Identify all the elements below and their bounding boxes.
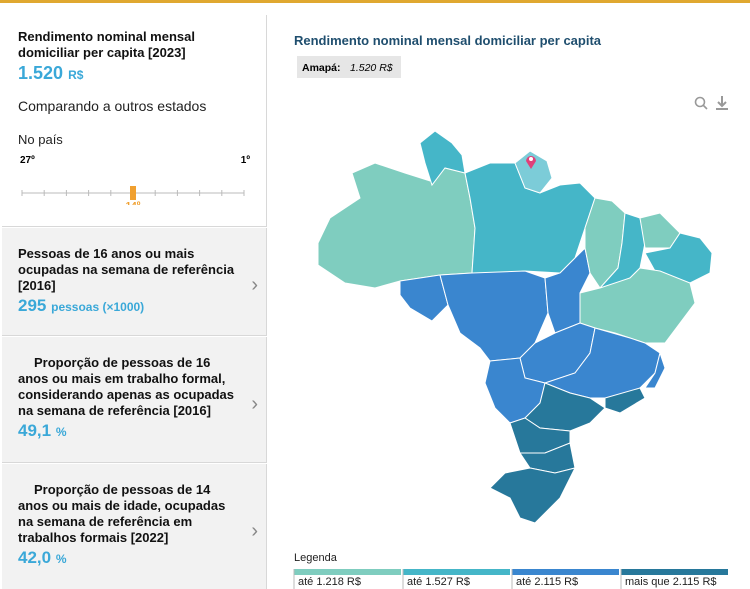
legend-swatch: [621, 569, 728, 575]
rank-marker: [130, 186, 136, 200]
state[interactable]: [489, 467, 576, 524]
legend: até 1.218 R$ até 1.527 R$ até 2.115 R$ mais…: [293, 569, 728, 589]
card-value: 42,0: [18, 548, 52, 567]
state[interactable]: [464, 162, 596, 276]
card-value: 295: [18, 296, 47, 315]
scope-label: No país: [18, 132, 63, 147]
indicator-card[interactable]: Pessoas de 16 anos ou mais ocupadas na s…: [2, 228, 267, 336]
chevron: ›: [251, 520, 258, 542]
legend-swatch: [294, 569, 401, 575]
state[interactable]: [644, 351, 666, 389]
state[interactable]: [579, 267, 696, 344]
card-unit: pessoas (×1000): [51, 300, 145, 314]
card-value-row: 49,1 %: [18, 421, 250, 441]
main-unit: R$: [68, 68, 84, 82]
main-value: 1.520: [18, 63, 64, 83]
state[interactable]: [419, 130, 466, 187]
tooltip-value: 1.520 R$: [350, 62, 393, 74]
location-pin: [526, 156, 536, 169]
state[interactable]: [604, 387, 646, 414]
chevron: ›: [251, 274, 258, 296]
main-value-row: 1.520 R$: [18, 63, 250, 84]
state[interactable]: [584, 197, 626, 289]
state[interactable]: [509, 417, 571, 454]
legend-swatch: [512, 569, 619, 575]
state[interactable]: [598, 212, 646, 289]
compare-label: Comparando a outros estados: [18, 98, 207, 114]
chevron: ›: [251, 393, 258, 415]
state[interactable]: [544, 246, 591, 334]
state[interactable]: [644, 232, 713, 284]
state[interactable]: [439, 270, 549, 362]
state[interactable]: [639, 212, 681, 249]
card-value-row: 42,0 %: [18, 548, 250, 568]
card-unit: %: [55, 425, 67, 439]
zoom-icon[interactable]: [694, 96, 708, 110]
card-title: Proporção de pessoas de 14 anos ou mais …: [18, 482, 226, 545]
download-icon[interactable]: [716, 96, 728, 110]
rank-start: 27º: [20, 155, 35, 166]
rank-position: 14º: [126, 201, 141, 205]
rank-end: 1º: [241, 155, 251, 166]
rank-slider: 27º 1º 14º: [20, 155, 251, 205]
card-unit: %: [55, 552, 67, 566]
card-value: 49,1: [18, 421, 52, 440]
indicator-card[interactable]: Proporção de pessoas de 14 anos ou mais …: [2, 464, 267, 589]
state[interactable]: [524, 382, 606, 432]
tooltip-label: Amapá:: [302, 62, 341, 74]
map-title: Rendimento nominal mensal domiciliar per…: [294, 33, 602, 48]
legend-label: até 2.115 R$: [516, 576, 578, 588]
legend-swatch: [403, 569, 510, 575]
state[interactable]: [317, 162, 476, 289]
legend-label: mais que 2.115 R$: [625, 576, 717, 588]
state[interactable]: [519, 442, 576, 474]
state[interactable]: [519, 322, 596, 384]
legend-label: até 1.218 R$: [298, 576, 361, 588]
state[interactable]: [399, 274, 449, 322]
legend-title: Legenda: [294, 552, 338, 564]
card-title: Proporção de pessoas de 16 anos ou mais …: [18, 355, 235, 418]
states: [317, 130, 713, 524]
main-card: Rendimento nominal mensal domiciliar per…: [2, 15, 267, 227]
state[interactable]: [514, 150, 553, 194]
indicator-card[interactable]: Proporção de pessoas de 16 anos ou mais …: [2, 337, 267, 463]
card-title: Pessoas de 16 anos ou mais ocupadas na s…: [18, 246, 235, 293]
state[interactable]: [484, 357, 546, 424]
main-title: Rendimento nominal mensal domiciliar per…: [18, 29, 195, 60]
state[interactable]: [543, 327, 661, 399]
tooltip-box: [297, 56, 401, 78]
card-value-row: 295 pessoas (×1000): [18, 296, 250, 316]
legend-label: até 1.527 R$: [407, 576, 470, 588]
